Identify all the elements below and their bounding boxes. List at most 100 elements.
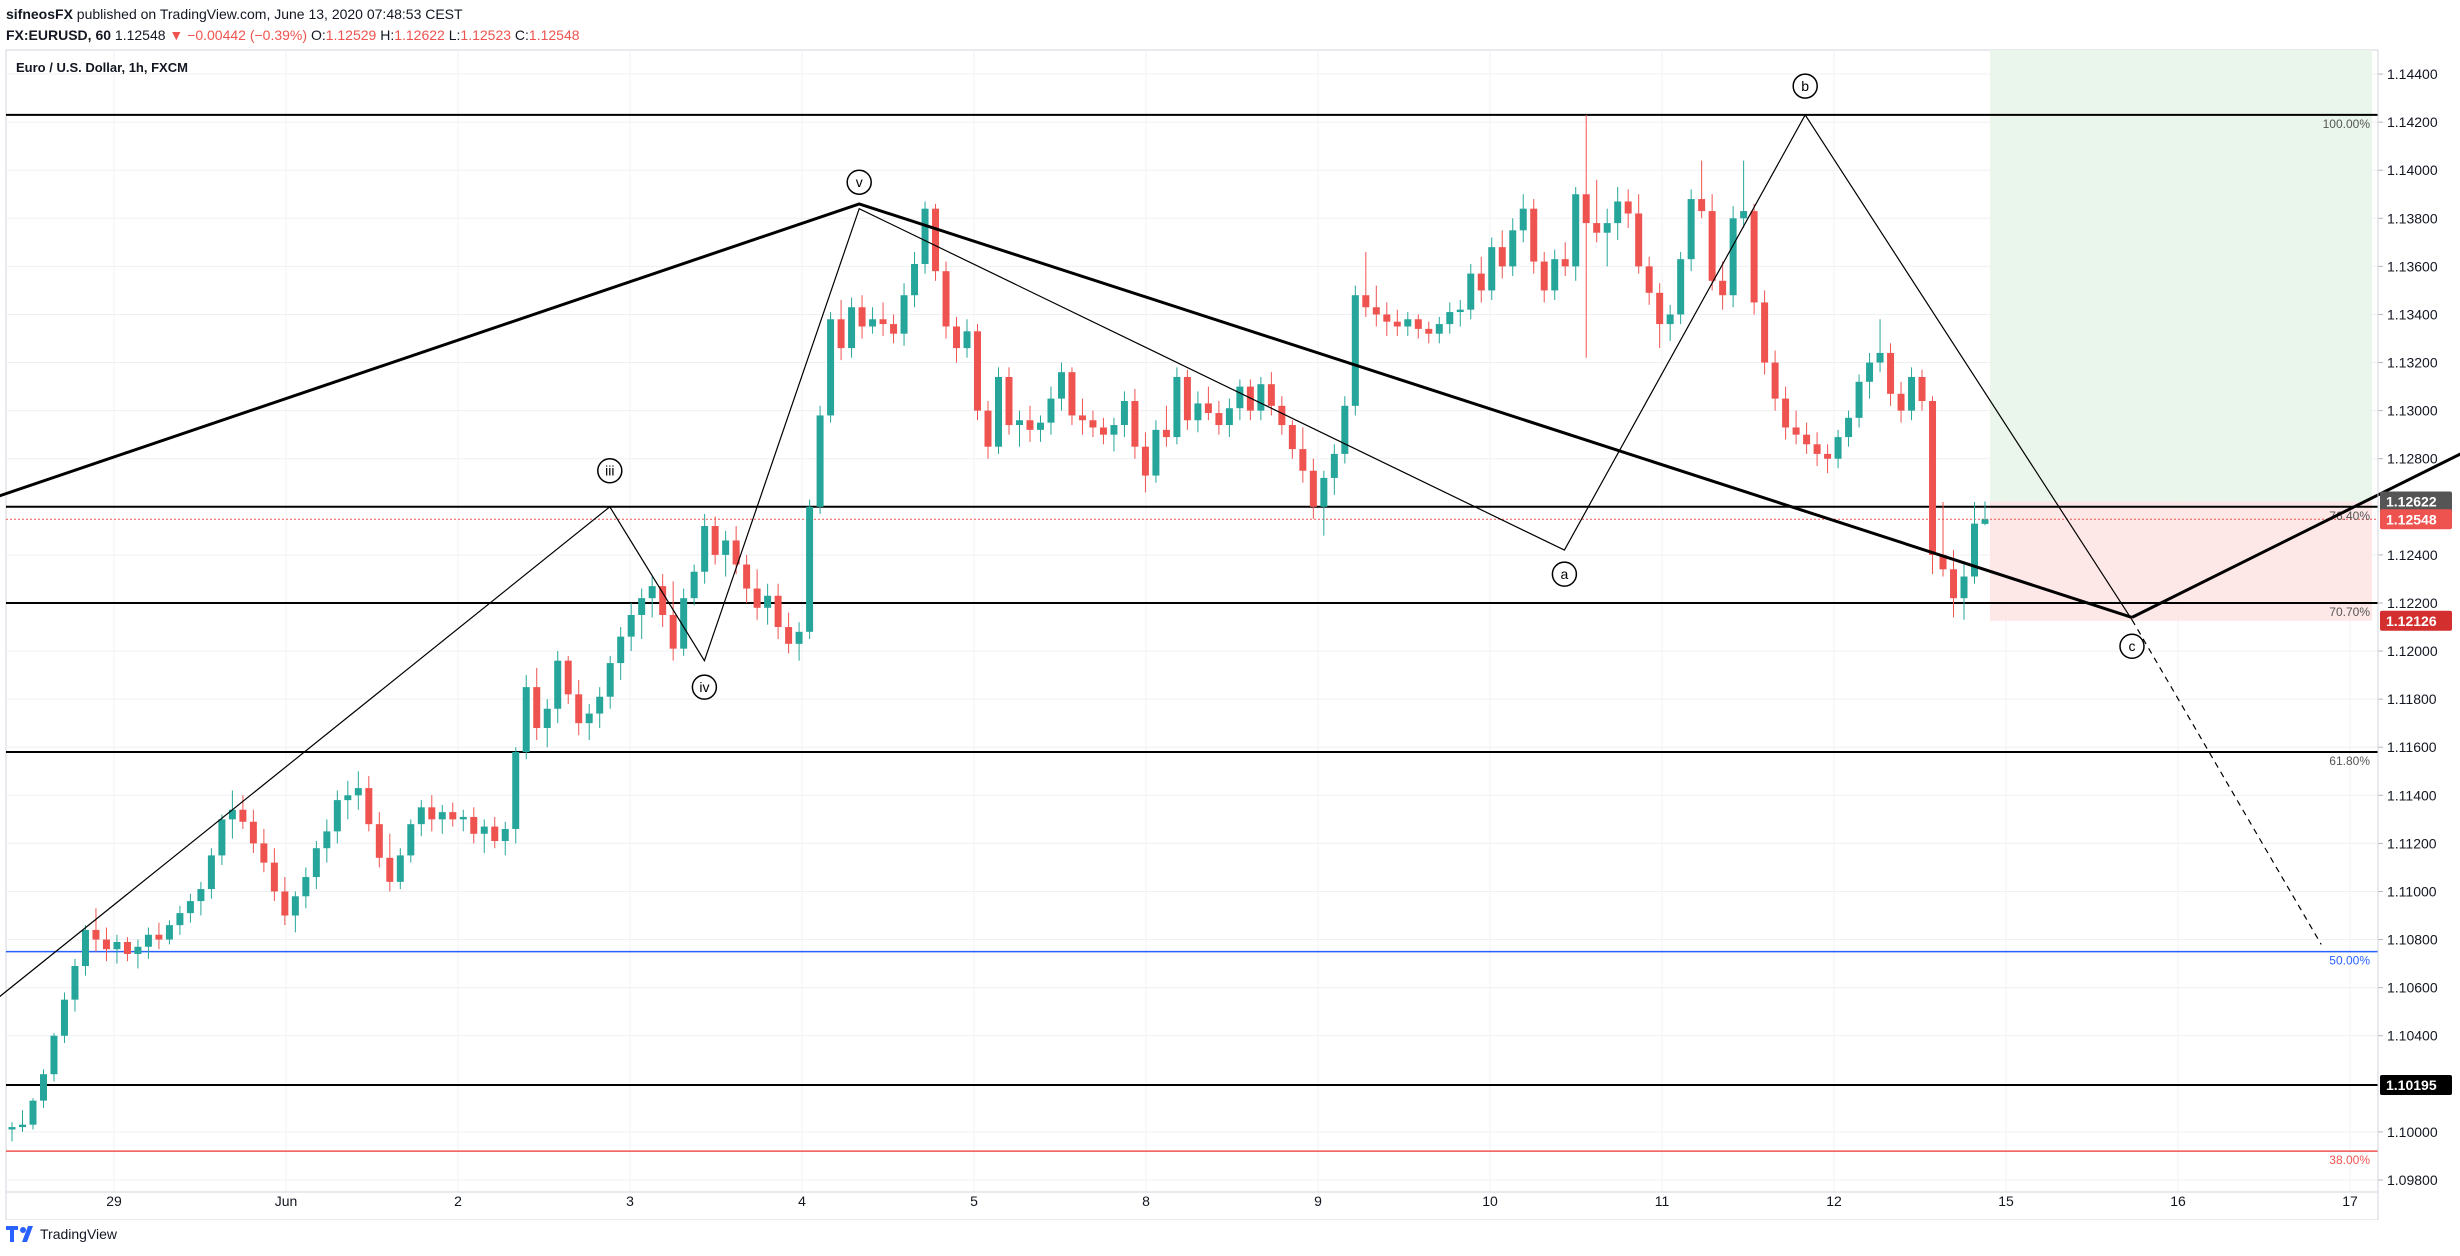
candle-body[interactable] — [1729, 218, 1737, 296]
candle-body[interactable] — [585, 713, 593, 724]
candle-body[interactable] — [312, 848, 320, 878]
candle-body[interactable] — [1383, 314, 1391, 322]
candle-body[interactable] — [1740, 211, 1748, 219]
candle-body[interactable] — [1498, 247, 1506, 267]
candle-body[interactable] — [1845, 417, 1853, 438]
candle-body[interactable] — [879, 319, 887, 325]
candle-body[interactable] — [1173, 376, 1181, 438]
candle-body[interactable] — [1047, 398, 1055, 423]
candle-body[interactable] — [669, 614, 677, 649]
candle-body[interactable] — [1813, 444, 1821, 454]
candle-body[interactable] — [1110, 425, 1118, 435]
candle-body[interactable] — [690, 571, 698, 599]
candle-body[interactable] — [816, 415, 824, 507]
candle-body[interactable] — [165, 925, 173, 940]
candle-body[interactable] — [1855, 381, 1863, 418]
candle-body[interactable] — [1771, 362, 1779, 399]
candle-body[interactable] — [575, 694, 583, 724]
candle-body[interactable] — [753, 588, 761, 608]
candle-body[interactable] — [659, 586, 667, 615]
candle-body[interactable] — [1509, 230, 1517, 267]
candle-body[interactable] — [911, 263, 919, 296]
candle-body[interactable] — [1572, 194, 1580, 267]
candle-body[interactable] — [81, 929, 89, 967]
candle-body[interactable] — [522, 687, 530, 753]
candle-body[interactable] — [648, 586, 656, 599]
candle-body[interactable] — [1152, 429, 1160, 476]
candle-body[interactable] — [365, 788, 373, 825]
candle-body[interactable] — [1299, 449, 1307, 471]
candle-body[interactable] — [1362, 295, 1370, 308]
candle-body[interactable] — [806, 506, 814, 632]
candle-body[interactable] — [869, 319, 877, 327]
candle-body[interactable] — [428, 807, 436, 820]
candle-body[interactable] — [1624, 201, 1632, 214]
candle-body[interactable] — [837, 319, 845, 349]
candle-body[interactable] — [512, 752, 520, 829]
candle-body[interactable] — [1708, 211, 1716, 281]
candle-body[interactable] — [155, 934, 163, 940]
candle-body[interactable] — [302, 877, 310, 897]
candles[interactable] — [8, 114, 1989, 1142]
candle-body[interactable] — [344, 795, 352, 801]
candle-body[interactable] — [228, 809, 236, 820]
candle-body[interactable] — [795, 631, 803, 644]
candle-body[interactable] — [123, 941, 131, 954]
candle-body[interactable] — [239, 809, 247, 822]
candle-body[interactable] — [1803, 434, 1811, 445]
candle-body[interactable] — [1908, 376, 1916, 411]
candle-body[interactable] — [1981, 519, 1989, 524]
candle-body[interactable] — [449, 812, 457, 820]
candle-body[interactable] — [1414, 319, 1422, 329]
candle-body[interactable] — [1488, 247, 1496, 291]
candle-body[interactable] — [102, 939, 110, 950]
candle-body[interactable] — [774, 595, 782, 628]
candle-body[interactable] — [533, 687, 541, 728]
candle-body[interactable] — [932, 208, 940, 272]
candle-body[interactable] — [396, 855, 404, 882]
candle-body[interactable] — [71, 966, 79, 1000]
candle-body[interactable] — [1446, 312, 1454, 325]
candle-body[interactable] — [1687, 199, 1695, 260]
candle-body[interactable] — [1351, 295, 1359, 406]
candle-body[interactable] — [1635, 213, 1643, 267]
candle-body[interactable] — [1551, 259, 1559, 291]
candle-body[interactable] — [701, 526, 709, 572]
candle-body[interactable] — [963, 331, 971, 349]
candle-body[interactable] — [953, 326, 961, 349]
candle-body[interactable] — [564, 660, 572, 695]
candle-body[interactable] — [1824, 453, 1832, 459]
candle-body[interactable] — [333, 800, 341, 832]
candle-body[interactable] — [1005, 376, 1013, 426]
price-badge[interactable] — [2380, 1075, 2452, 1096]
candle-body[interactable] — [680, 598, 688, 649]
candle-body[interactable] — [1645, 266, 1653, 293]
candle-body[interactable] — [1236, 386, 1244, 409]
candle-body[interactable] — [218, 819, 226, 856]
candle-body[interactable] — [1393, 321, 1401, 327]
candle-body[interactable] — [8, 1127, 16, 1130]
candle-body[interactable] — [617, 636, 625, 664]
candle-body[interactable] — [291, 896, 299, 916]
candle-body[interactable] — [1183, 376, 1191, 421]
candle-body[interactable] — [858, 307, 866, 327]
candle-body[interactable] — [176, 913, 184, 926]
candle-body[interactable] — [1614, 201, 1622, 224]
candle-body[interactable] — [1204, 403, 1212, 414]
candle-body[interactable] — [942, 271, 950, 327]
candle-body[interactable] — [1530, 208, 1538, 262]
candle-body[interactable] — [1320, 477, 1328, 507]
candle-body[interactable] — [1341, 405, 1349, 454]
candle-body[interactable] — [1656, 292, 1664, 325]
candle-body[interactable] — [1477, 273, 1485, 291]
candle-body[interactable] — [1750, 211, 1758, 303]
candle-body[interactable] — [722, 540, 730, 555]
candle-body[interactable] — [1288, 425, 1296, 450]
time-axis[interactable]: 29 Jun 2 3 4 5 8 9 10 11 12 15 16 17 — [6, 1191, 2378, 1209]
candle-body[interactable] — [1782, 398, 1790, 428]
candle-body[interactable] — [1561, 259, 1569, 267]
candle-body[interactable] — [1929, 401, 1937, 555]
candle-body[interactable] — [638, 598, 646, 615]
candle-body[interactable] — [270, 862, 278, 892]
candle-body[interactable] — [501, 828, 509, 841]
